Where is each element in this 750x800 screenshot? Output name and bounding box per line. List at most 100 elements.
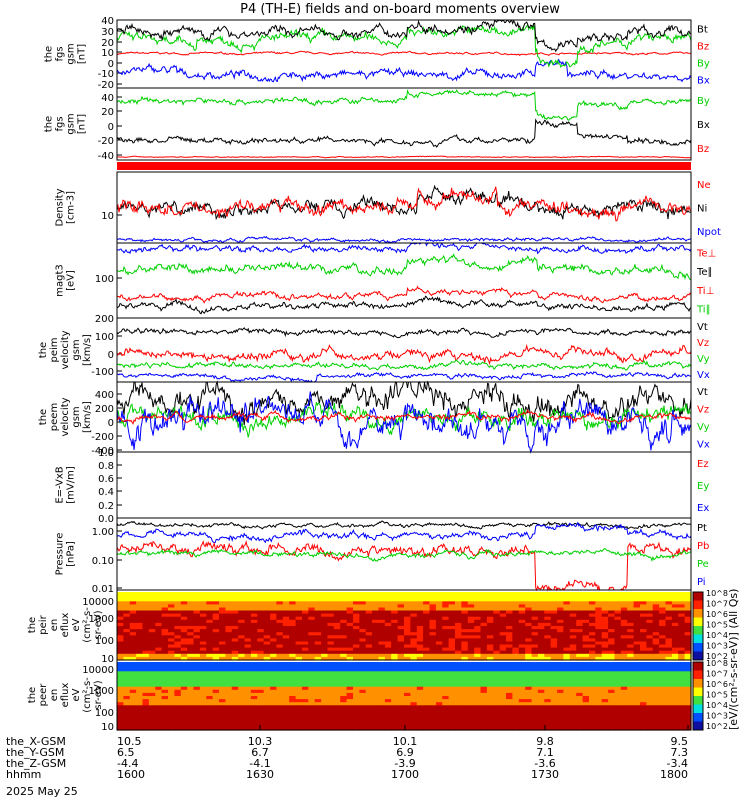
- spec-cell: [461, 662, 469, 666]
- spec-cell: [346, 714, 354, 719]
- spec-cell: [633, 671, 641, 675]
- spec-cell: [537, 686, 545, 691]
- x-tick-label: 9.5: [671, 735, 689, 748]
- spec-cell: [640, 638, 647, 643]
- spec-cell: [321, 656, 329, 661]
- spec-cell: [563, 683, 571, 688]
- spec-cell: [512, 723, 520, 728]
- spec-cell: [333, 641, 341, 646]
- spec-cell: [212, 622, 220, 627]
- spec-cell: [308, 711, 316, 716]
- spec-cell: [276, 647, 284, 652]
- spec-cell: [410, 705, 418, 709]
- spec-cell: [416, 653, 424, 658]
- spec-cell: [474, 607, 482, 612]
- spec-cell: [136, 699, 144, 703]
- spec-cell: [384, 626, 392, 630]
- spec-cell: [142, 626, 150, 630]
- spec-cell: [601, 610, 609, 615]
- spec-cell: [384, 717, 392, 722]
- spec-cell: [282, 720, 290, 725]
- spec-cell: [410, 638, 418, 643]
- spec-cell: [289, 626, 297, 630]
- spec-cell: [199, 720, 207, 725]
- spec-cell: [518, 592, 526, 596]
- spec-cell: [486, 638, 494, 643]
- spec-cell: [589, 677, 596, 682]
- spec-cell: [199, 708, 207, 713]
- spec-cell: [557, 705, 565, 709]
- spec-cell: [129, 717, 137, 722]
- spec-cell: [665, 711, 673, 716]
- spec-cell: [620, 619, 628, 624]
- spec-cell: [499, 616, 507, 621]
- spec-cell: [219, 723, 226, 728]
- spec-cell: [531, 647, 539, 652]
- spec-cell: [289, 686, 297, 691]
- spec-cell: [665, 613, 673, 618]
- spec-cell: [155, 641, 163, 646]
- spec-cell: [212, 699, 220, 703]
- spec-cell: [601, 671, 609, 675]
- spec-cell: [652, 644, 660, 649]
- spec-cell: [359, 662, 367, 666]
- spec-cell: [187, 714, 195, 719]
- spec-cell: [665, 647, 673, 652]
- spec-cell: [595, 601, 603, 605]
- spec-cell: [231, 601, 239, 605]
- spec-cell: [314, 607, 322, 612]
- spec-cell: [206, 674, 214, 679]
- spec-cell: [531, 629, 539, 633]
- spec-cell: [372, 601, 380, 605]
- spec-cell: [289, 619, 297, 624]
- spec-cell: [601, 619, 609, 624]
- spec-cell: [684, 641, 692, 646]
- spec-cell: [155, 686, 163, 691]
- spec-cell: [589, 635, 596, 639]
- spec-cell: [537, 598, 545, 602]
- x-row-label: the_Z-GSM: [6, 757, 66, 770]
- spec-cell: [576, 674, 584, 679]
- spec-cell: [212, 601, 220, 605]
- spec-cell: [238, 702, 246, 706]
- colorbar: 10^810^810^710^710^610^610^510^510^410^4…: [692, 589, 728, 731]
- spec-cell: [563, 629, 571, 633]
- spec-cell: [563, 607, 571, 612]
- spec-cell: [614, 619, 622, 624]
- spec-cell: [435, 638, 443, 643]
- spec-cell: [480, 726, 488, 731]
- spec-cell: [308, 613, 316, 618]
- spec-cell: [423, 702, 431, 706]
- y-tick-label: 20: [101, 38, 114, 49]
- spec-cell: [550, 626, 558, 630]
- spec-cell: [448, 680, 456, 685]
- x-row-label: the_X-GSM: [6, 735, 66, 748]
- spec-cell: [372, 607, 380, 612]
- spec-cell: [206, 668, 214, 672]
- spec-cell: [238, 613, 246, 618]
- spec-cell: [231, 668, 239, 672]
- spec-cell: [563, 641, 571, 646]
- spec-cell: [142, 689, 150, 694]
- spec-cell: [455, 619, 462, 624]
- spec-cell: [595, 647, 603, 652]
- spec-cell: [231, 610, 239, 615]
- spec-cell: [289, 656, 297, 661]
- spec-cell: [448, 616, 456, 621]
- ti-par-trace: [116, 253, 692, 281]
- spec-cell: [582, 717, 590, 722]
- panel-ylabel: thefgsgsm[nT]: [44, 43, 88, 64]
- spec-cell: [486, 689, 494, 694]
- spec-cell: [461, 619, 469, 624]
- spec-cell: [416, 699, 424, 703]
- spec-cell: [219, 699, 226, 703]
- spec-cell: [499, 656, 507, 661]
- spec-cell: [117, 668, 124, 672]
- spec-cell: [671, 650, 679, 655]
- spec-cell: [410, 656, 418, 661]
- spec-cell: [250, 619, 258, 624]
- spec-cell: [129, 607, 137, 612]
- spec-cell: [569, 699, 577, 703]
- spec-cell: [148, 680, 156, 685]
- spec-cell: [302, 702, 309, 706]
